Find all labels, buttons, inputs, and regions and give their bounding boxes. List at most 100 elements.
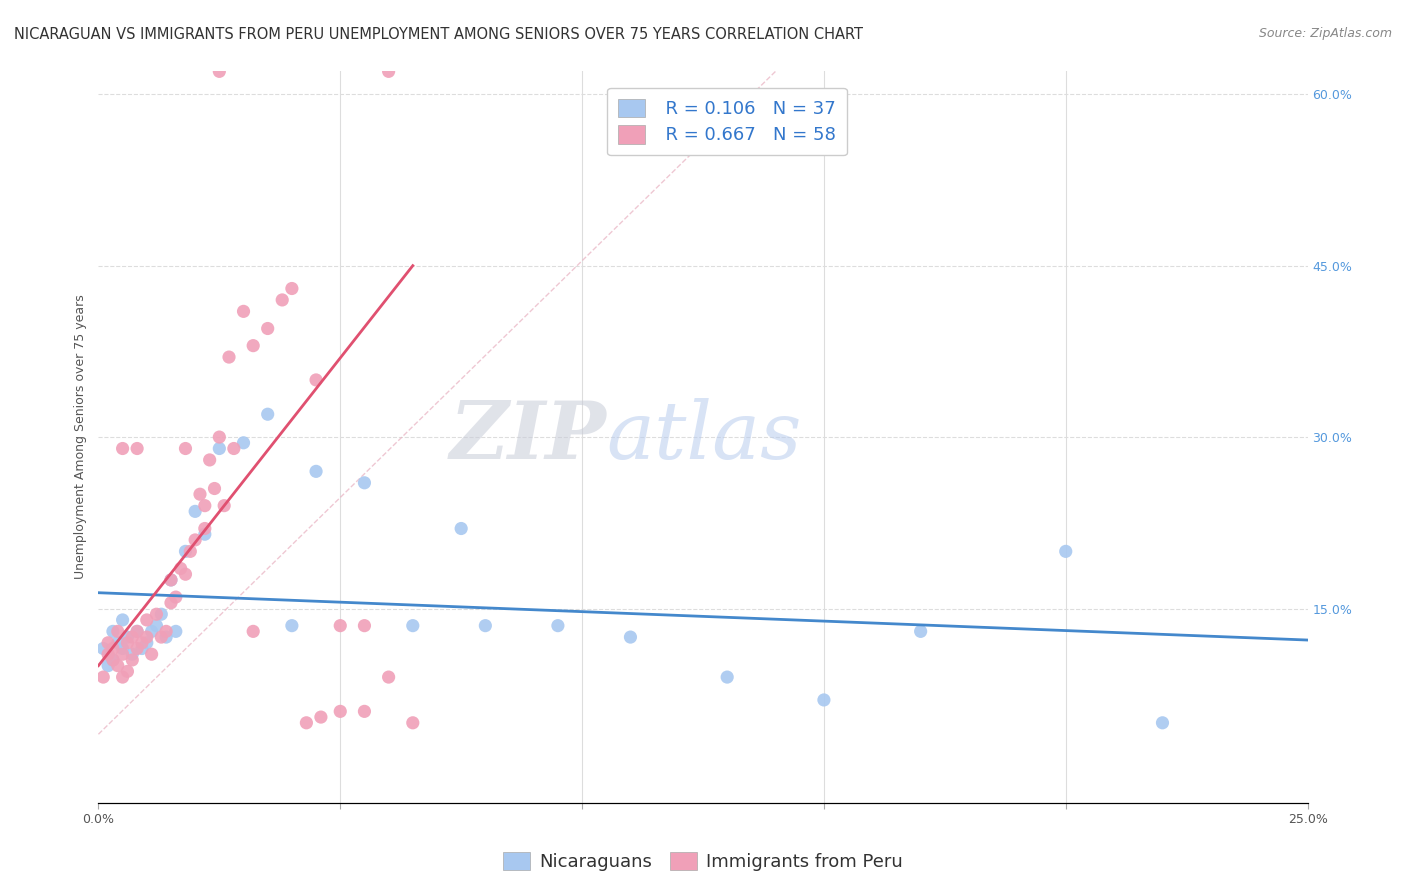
- Point: [174, 442, 197, 456]
- Point: [208, 64, 231, 78]
- Point: [111, 647, 134, 661]
- Point: [353, 475, 375, 490]
- Text: Source: ZipAtlas.com: Source: ZipAtlas.com: [1258, 27, 1392, 40]
- Point: [242, 624, 264, 639]
- Point: [174, 567, 197, 582]
- Point: [208, 442, 231, 456]
- Point: [232, 304, 254, 318]
- Point: [160, 596, 183, 610]
- Point: [165, 624, 187, 639]
- Point: [329, 705, 352, 719]
- Point: [256, 407, 278, 421]
- Point: [813, 693, 835, 707]
- Point: [150, 630, 173, 644]
- Point: [198, 453, 221, 467]
- Point: [155, 630, 177, 644]
- Point: [101, 624, 124, 639]
- Point: [121, 647, 143, 661]
- Point: [111, 613, 134, 627]
- Point: [256, 321, 278, 335]
- Point: [450, 521, 472, 535]
- Point: [121, 630, 143, 644]
- Point: [174, 544, 197, 558]
- Point: [169, 561, 191, 575]
- Text: NICARAGUAN VS IMMIGRANTS FROM PERU UNEMPLOYMENT AMONG SENIORS OVER 75 YEARS CORR: NICARAGUAN VS IMMIGRANTS FROM PERU UNEMP…: [14, 27, 863, 42]
- Point: [160, 573, 183, 587]
- Point: [271, 293, 294, 307]
- Point: [111, 442, 134, 456]
- Point: [619, 630, 641, 644]
- Point: [101, 641, 124, 656]
- Point: [127, 624, 149, 639]
- Point: [135, 636, 157, 650]
- Point: [242, 338, 264, 352]
- Point: [150, 607, 173, 622]
- Point: [121, 653, 143, 667]
- Point: [127, 641, 149, 656]
- Point: [91, 670, 114, 684]
- Point: [101, 653, 124, 667]
- Point: [184, 504, 207, 518]
- Point: [127, 624, 149, 639]
- Point: [107, 658, 129, 673]
- Point: [131, 636, 153, 650]
- Point: [160, 573, 183, 587]
- Point: [184, 533, 207, 547]
- Point: [204, 482, 226, 496]
- Point: [131, 641, 153, 656]
- Point: [353, 618, 375, 632]
- Point: [1152, 715, 1174, 730]
- Point: [141, 624, 163, 639]
- Point: [145, 607, 167, 622]
- Point: [353, 705, 375, 719]
- Point: [91, 641, 114, 656]
- Point: [305, 373, 328, 387]
- Text: ZIP: ZIP: [450, 399, 606, 475]
- Point: [111, 641, 134, 656]
- Point: [97, 647, 120, 661]
- Point: [222, 442, 245, 456]
- Point: [194, 527, 217, 541]
- Point: [101, 653, 124, 667]
- Point: [232, 435, 254, 450]
- Point: [127, 442, 149, 456]
- Point: [97, 658, 120, 673]
- Legend: Nicaraguans, Immigrants from Peru: Nicaraguans, Immigrants from Peru: [496, 845, 910, 879]
- Legend:   R = 0.106   N = 37,   R = 0.667   N = 58: R = 0.106 N = 37, R = 0.667 N = 58: [607, 87, 846, 155]
- Point: [194, 521, 217, 535]
- Point: [1054, 544, 1077, 558]
- Point: [309, 710, 332, 724]
- Y-axis label: Unemployment Among Seniors over 75 years: Unemployment Among Seniors over 75 years: [75, 294, 87, 580]
- Point: [117, 665, 139, 679]
- Point: [165, 590, 187, 604]
- Point: [402, 715, 425, 730]
- Point: [135, 630, 157, 644]
- Point: [141, 647, 163, 661]
- Point: [329, 618, 352, 632]
- Point: [377, 64, 399, 78]
- Point: [107, 624, 129, 639]
- Point: [97, 636, 120, 650]
- Point: [117, 630, 139, 644]
- Point: [188, 487, 211, 501]
- Point: [218, 350, 240, 364]
- Point: [145, 618, 167, 632]
- Point: [295, 715, 318, 730]
- Point: [194, 499, 217, 513]
- Point: [474, 618, 496, 632]
- Point: [281, 281, 304, 295]
- Point: [117, 636, 139, 650]
- Point: [305, 464, 328, 478]
- Point: [135, 613, 157, 627]
- Point: [547, 618, 569, 632]
- Point: [281, 618, 304, 632]
- Text: atlas: atlas: [606, 399, 801, 475]
- Point: [155, 624, 177, 639]
- Point: [910, 624, 932, 639]
- Point: [111, 670, 134, 684]
- Point: [208, 430, 231, 444]
- Point: [107, 636, 129, 650]
- Point: [179, 544, 201, 558]
- Point: [716, 670, 738, 684]
- Point: [402, 618, 425, 632]
